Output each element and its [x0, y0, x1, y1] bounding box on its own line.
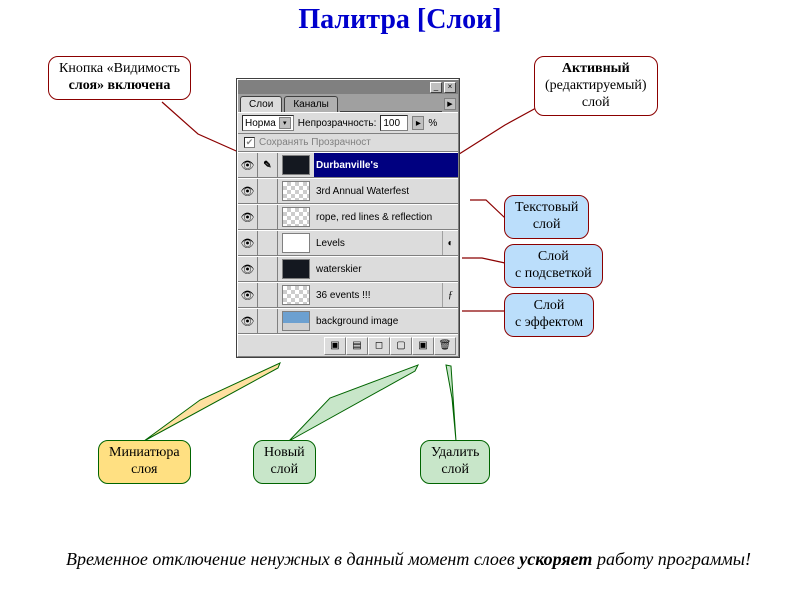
- brush-icon[interactable]: [258, 283, 278, 307]
- layer-name[interactable]: Durbanville's: [314, 153, 458, 177]
- page-title: Палитра [Слои]: [0, 0, 800, 36]
- layer-name[interactable]: background image: [314, 309, 458, 333]
- bottom-button[interactable]: ▣: [324, 337, 346, 355]
- layer-thumbnail: [282, 311, 310, 331]
- new-layer-icon[interactable]: ▣: [412, 337, 434, 355]
- layer-thumbnail: [282, 233, 310, 253]
- bottom-button[interactable]: ▢: [390, 337, 412, 355]
- layers-palette: _ × Слои Каналы ▶ Норма▾ Непрозрачность:…: [236, 78, 460, 358]
- layer-thumbnail: [282, 285, 310, 305]
- layer-row[interactable]: 👁 background image: [238, 308, 458, 334]
- visibility-icon[interactable]: 👁: [238, 309, 258, 333]
- opacity-percent: %: [428, 118, 437, 129]
- layer-name[interactable]: rope, red lines & reflection: [314, 205, 458, 229]
- layer-name[interactable]: waterskier: [314, 257, 458, 281]
- layer-row[interactable]: 👁 waterskier: [238, 256, 458, 282]
- bottom-button[interactable]: ◻: [368, 337, 390, 355]
- layers-list: 👁✎Durbanville's👁3rd Annual Waterfest👁rop…: [238, 152, 458, 334]
- layer-row[interactable]: 👁 rope, red lines & reflection: [238, 204, 458, 230]
- layer-options-row: Норма▾ Непрозрачность: 100 ▸ %: [238, 112, 458, 134]
- brush-icon[interactable]: [258, 231, 278, 255]
- visibility-icon[interactable]: 👁: [238, 231, 258, 255]
- palette-bottom-bar: ▣▤◻▢▣🗑: [238, 334, 458, 356]
- layer-effect-icon[interactable]: ƒ: [442, 283, 458, 307]
- opacity-slider-icon[interactable]: ▸: [412, 116, 424, 130]
- visibility-icon[interactable]: 👁: [238, 283, 258, 307]
- callout-adjustment-layer: Слойс подсветкой: [504, 244, 603, 288]
- layer-row[interactable]: 👁✎ Durbanville's: [238, 152, 458, 178]
- callout-delete-layer: Удалитьслой: [420, 440, 490, 484]
- tab-layers[interactable]: Слои: [240, 96, 282, 112]
- palette-titlebar[interactable]: _ ×: [238, 80, 458, 94]
- opacity-label: Непрозрачность:: [298, 118, 377, 129]
- callout-active-layer: Активный(редактируемый)слой: [534, 56, 658, 116]
- callout-new-layer: Новыйслой: [253, 440, 316, 484]
- bottom-button[interactable]: ▤: [346, 337, 368, 355]
- brush-icon[interactable]: [258, 309, 278, 333]
- layer-row[interactable]: 👁 36 events !!!ƒ: [238, 282, 458, 308]
- layer-name[interactable]: 36 events !!!: [314, 283, 442, 307]
- visibility-icon[interactable]: 👁: [238, 153, 258, 177]
- callout-thumbnail: Миниатюраслоя: [98, 440, 191, 484]
- tab-channels[interactable]: Каналы: [284, 96, 338, 112]
- brush-icon[interactable]: [258, 205, 278, 229]
- palette-menu-icon[interactable]: ▶: [444, 98, 456, 110]
- layer-name[interactable]: 3rd Annual Waterfest: [314, 179, 458, 203]
- opacity-input[interactable]: 100: [380, 115, 408, 131]
- close-icon[interactable]: ×: [444, 82, 456, 93]
- layer-thumbnail: [282, 155, 310, 175]
- layer-row[interactable]: 👁 3rd Annual Waterfest: [238, 178, 458, 204]
- brush-icon[interactable]: ✎: [258, 153, 278, 177]
- blend-mode-select[interactable]: Норма▾: [242, 115, 294, 131]
- layer-name[interactable]: Levels: [314, 231, 442, 255]
- brush-icon[interactable]: [258, 179, 278, 203]
- callout-effect-layer: Слойс эффектом: [504, 293, 594, 337]
- palette-tabs: Слои Каналы ▶: [238, 94, 458, 112]
- preserve-transparency-row[interactable]: ✔ Сохранять Прозрачност: [238, 134, 458, 152]
- layer-thumbnail: [282, 181, 310, 201]
- footnote: Временное отключение ненужных в данный м…: [66, 548, 766, 571]
- layer-effect-icon[interactable]: ◐: [442, 231, 458, 255]
- preserve-checkbox[interactable]: ✔: [244, 137, 255, 148]
- callout-text-layer: Текстовыйслой: [504, 195, 589, 239]
- callout-visibility: Кнопка «Видимостьслоя» включена: [48, 56, 191, 100]
- layer-row[interactable]: 👁 Levels◐: [238, 230, 458, 256]
- layer-thumbnail: [282, 207, 310, 227]
- layer-thumbnail: [282, 259, 310, 279]
- minimize-icon[interactable]: _: [430, 82, 442, 93]
- brush-icon[interactable]: [258, 257, 278, 281]
- visibility-icon[interactable]: 👁: [238, 257, 258, 281]
- trash-icon[interactable]: 🗑: [434, 337, 456, 355]
- visibility-icon[interactable]: 👁: [238, 179, 258, 203]
- visibility-icon[interactable]: 👁: [238, 205, 258, 229]
